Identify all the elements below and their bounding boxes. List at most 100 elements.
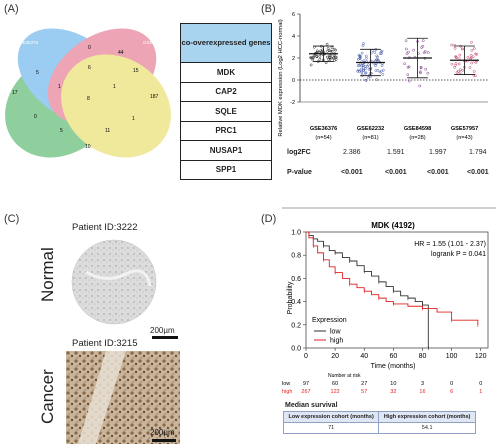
b-sample-dot bbox=[330, 46, 334, 49]
b-sample-dot bbox=[364, 79, 368, 82]
b-sample-dot bbox=[364, 71, 368, 75]
venn-count: 8 bbox=[87, 96, 90, 102]
b-sample-dot bbox=[470, 61, 474, 65]
normal-scale-bar bbox=[152, 336, 178, 339]
co-overexpressed-gene-table: co-overexpressed genes MDK CAP2 SQLE PRC… bbox=[180, 23, 272, 180]
b-sample-dot bbox=[364, 67, 367, 71]
b-sample-dot bbox=[379, 50, 383, 54]
b-sample-dot bbox=[412, 48, 415, 52]
b-sample-dot bbox=[309, 56, 312, 59]
normal-patient-id: Patient ID:3222 bbox=[72, 222, 138, 233]
b-category-n: (n=28) bbox=[409, 135, 425, 141]
b-sample-dot bbox=[361, 44, 365, 47]
mdk-expression-dot-plot: Relative MDK expression (Log2 HCC-normal… bbox=[278, 12, 488, 141]
b-sample-dot bbox=[407, 79, 411, 83]
gene-cell: SPP1 bbox=[180, 159, 272, 180]
b-sample-dot bbox=[356, 64, 360, 67]
b-sample-dot bbox=[458, 71, 462, 75]
venn-count: 11 bbox=[105, 128, 110, 134]
b-sample-dot bbox=[332, 47, 336, 51]
b-sample-dot bbox=[474, 52, 478, 56]
panel-label-c: (C) bbox=[4, 213, 20, 225]
log2fc-value: 2.386 bbox=[343, 149, 361, 156]
km-x-tick-label: 20 bbox=[331, 353, 339, 360]
b-sample-dot bbox=[474, 61, 478, 64]
b-sample-dot bbox=[319, 49, 323, 53]
risk-low-count: 27 bbox=[361, 381, 367, 387]
cancer-scale-label: 200µm bbox=[150, 428, 175, 437]
b-sample-dot bbox=[332, 56, 336, 60]
risk-row-label-low: low bbox=[282, 381, 290, 387]
log2fc-value: 1.591 bbox=[387, 149, 405, 156]
b-sample-dot bbox=[309, 63, 313, 67]
b-sample-dot bbox=[311, 58, 315, 62]
b-sample-dot bbox=[374, 64, 377, 68]
b-y-tick-label: 0 bbox=[292, 78, 295, 84]
b-category-n: (n=43) bbox=[456, 135, 472, 141]
b-sample-dot bbox=[418, 84, 422, 88]
cancer-scale-bar bbox=[152, 439, 176, 442]
cancer-row-label: Cancer bbox=[38, 369, 57, 424]
gene-table-header: co-overexpressed genes bbox=[180, 23, 272, 63]
median-high-header: High expression cohort (months) bbox=[378, 411, 476, 423]
risk-low-count: 0 bbox=[450, 381, 453, 387]
km-y-tick-label: 0.0 bbox=[291, 346, 301, 353]
venn-count: 0 bbox=[88, 45, 91, 51]
b-sample-dot bbox=[469, 53, 473, 57]
log2fc-value: 1.997 bbox=[429, 149, 447, 156]
risk-high-count: 16 bbox=[419, 389, 425, 395]
b-sample-dot bbox=[474, 74, 477, 78]
km-title: MDK (4192) bbox=[371, 221, 415, 230]
b-sample-dot bbox=[457, 57, 461, 61]
b-sample-dot bbox=[364, 64, 368, 68]
km-x-tick-label: 60 bbox=[389, 353, 397, 360]
stats-label-log2fc: log2FC bbox=[287, 149, 311, 156]
venn-count: 15 bbox=[133, 68, 139, 74]
venn-count: 5 bbox=[60, 128, 63, 134]
b-sample-dot bbox=[360, 51, 364, 55]
b-sample-dot bbox=[469, 56, 473, 60]
b-sample-dot bbox=[359, 56, 362, 59]
cancer-patient-id: Patient ID:3215 bbox=[72, 338, 138, 349]
km-y-tick-label: 0.4 bbox=[291, 299, 301, 306]
risk-high-count: 57 bbox=[361, 389, 367, 395]
gene-cell: NUSAP1 bbox=[180, 140, 272, 161]
panel-label-d: (D) bbox=[261, 213, 277, 225]
b-sample-dot bbox=[324, 61, 328, 65]
b-sample-dot bbox=[466, 55, 470, 59]
b-sample-dot bbox=[419, 65, 423, 69]
median-low-value: 71 bbox=[282, 422, 380, 434]
median-high-value: 54.1 bbox=[378, 422, 476, 434]
b-sample-dot bbox=[327, 49, 331, 53]
b-sample-dot bbox=[450, 62, 454, 66]
gene-cell: SQLE bbox=[180, 101, 272, 122]
venn-count: 6 bbox=[88, 65, 91, 71]
b-sample-dot bbox=[360, 71, 364, 75]
venn-count: 187 bbox=[150, 94, 159, 100]
b-sample-dot bbox=[318, 57, 322, 61]
b-sample-dot bbox=[403, 62, 407, 66]
b-sample-dot bbox=[331, 56, 335, 60]
venn-count: 10 bbox=[85, 144, 91, 150]
b-sample-dot bbox=[426, 51, 430, 54]
risk-row-label-high: high bbox=[282, 389, 292, 395]
panel-label-b: (B) bbox=[261, 3, 276, 15]
venn-count: 1 bbox=[113, 84, 116, 90]
risk-high-count: 32 bbox=[390, 389, 396, 395]
venn-diagram: GSE57957 GSE84598 GSE36376 GSE62232 5 0 … bbox=[5, 23, 171, 158]
b-sample-dot bbox=[455, 56, 458, 60]
pvalue-value: <0.001 bbox=[467, 169, 489, 176]
b-sample-dot bbox=[453, 46, 457, 50]
b-sample-dot bbox=[325, 42, 329, 46]
risk-low-count: 97 bbox=[303, 381, 309, 387]
km-ylabel: Probability bbox=[287, 281, 294, 314]
b-sample-dot bbox=[359, 67, 363, 71]
b-sample-dot bbox=[380, 64, 384, 68]
risk-high-count: 1 bbox=[479, 389, 482, 395]
km-legend-low-label: low bbox=[330, 329, 341, 336]
risk-low-count: 3 bbox=[421, 381, 424, 387]
b-sample-dot bbox=[376, 55, 379, 59]
b-sample-dot bbox=[470, 40, 473, 44]
risk-high-count: 267 bbox=[301, 389, 310, 395]
risk-low-count: 10 bbox=[390, 381, 396, 387]
